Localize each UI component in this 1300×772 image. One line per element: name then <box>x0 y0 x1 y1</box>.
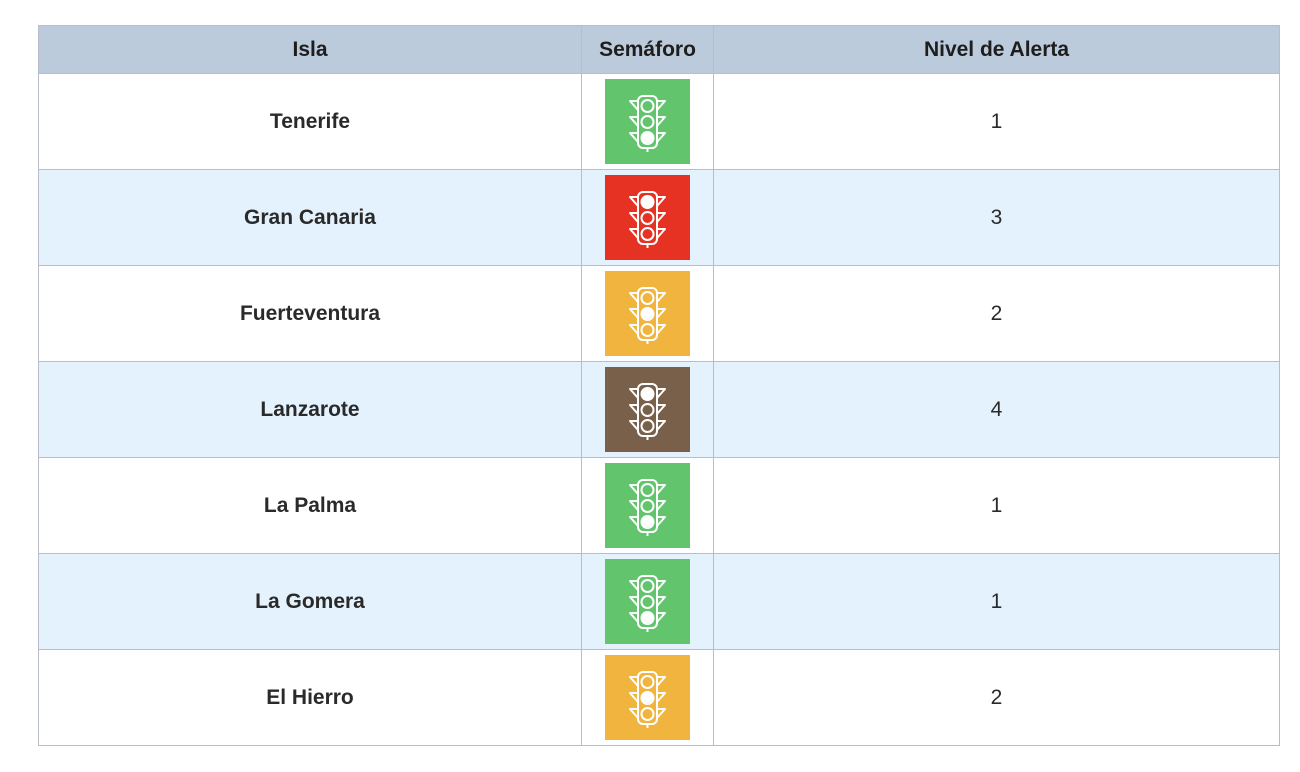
isla-cell: La Gomera <box>38 553 582 650</box>
nivel-cell: 1 <box>713 553 1280 650</box>
traffic-light-icon <box>605 367 690 452</box>
table-row: El Hierro 2 <box>38 649 1280 746</box>
table-row: Tenerife 1 <box>38 73 1280 170</box>
header-semaforo: Semáforo <box>581 25 714 74</box>
table-row: La Palma 1 <box>38 457 1280 554</box>
traffic-light-icon <box>605 655 690 740</box>
nivel-cell: 1 <box>713 73 1280 170</box>
isla-cell: Lanzarote <box>38 361 582 458</box>
nivel-cell: 3 <box>713 169 1280 266</box>
nivel-cell: 2 <box>713 265 1280 362</box>
nivel-cell: 4 <box>713 361 1280 458</box>
semaforo-cell <box>581 649 714 746</box>
isla-cell: Gran Canaria <box>38 169 582 266</box>
table-body: Tenerife 1 Gran Canaria 3 Fuerteventura 2 Lanz… <box>38 73 1280 746</box>
isla-cell: El Hierro <box>38 649 582 746</box>
table-row: Lanzarote 4 <box>38 361 1280 458</box>
table-row: Fuerteventura 2 <box>38 265 1280 362</box>
table-row: Gran Canaria 3 <box>38 169 1280 266</box>
traffic-light-icon <box>605 175 690 260</box>
semaforo-cell <box>581 361 714 458</box>
header-nivel: Nivel de Alerta <box>713 25 1280 74</box>
semaforo-cell <box>581 553 714 650</box>
isla-cell: Tenerife <box>38 73 582 170</box>
traffic-light-icon <box>605 463 690 548</box>
table-header: Isla Semáforo Nivel de Alerta <box>38 25 1280 74</box>
nivel-cell: 1 <box>713 457 1280 554</box>
semaforo-cell <box>581 457 714 554</box>
traffic-light-icon <box>605 559 690 644</box>
table-row: La Gomera 1 <box>38 553 1280 650</box>
header-row: Isla Semáforo Nivel de Alerta <box>38 25 1280 74</box>
alert-table: Isla Semáforo Nivel de Alerta Tenerife 1 G… <box>38 25 1280 746</box>
semaforo-cell <box>581 265 714 362</box>
header-isla: Isla <box>38 25 582 74</box>
traffic-light-icon <box>605 271 690 356</box>
isla-cell: Fuerteventura <box>38 265 582 362</box>
traffic-light-icon <box>605 79 690 164</box>
nivel-cell: 2 <box>713 649 1280 746</box>
isla-cell: La Palma <box>38 457 582 554</box>
semaforo-cell <box>581 169 714 266</box>
semaforo-cell <box>581 73 714 170</box>
